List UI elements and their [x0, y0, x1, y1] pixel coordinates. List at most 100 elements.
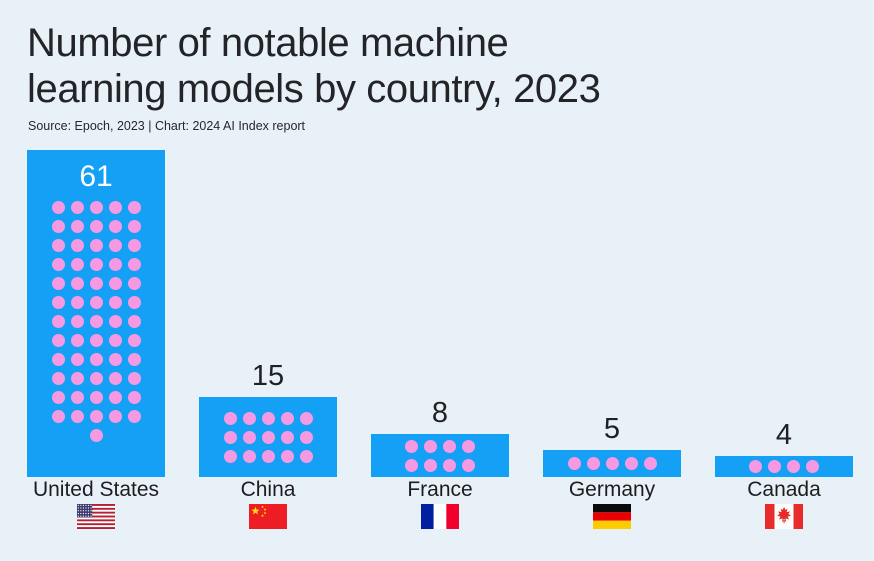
model-dot	[70, 239, 84, 252]
cn-flag-icon	[249, 504, 287, 529]
model-dot	[108, 277, 122, 290]
chart-title: Number of notable machine learning model…	[27, 20, 601, 112]
value-label-de: 5	[603, 413, 621, 445]
dot-grid-ca	[749, 460, 819, 473]
model-dot	[108, 239, 122, 252]
model-dot	[806, 460, 819, 473]
model-dot	[70, 258, 84, 271]
model-dot	[223, 449, 237, 463]
model-dot	[127, 334, 141, 347]
model-dot	[127, 315, 141, 328]
dot-row	[51, 334, 141, 347]
model-dot	[70, 201, 84, 214]
bar-cn	[199, 397, 337, 477]
model-dot	[405, 439, 418, 453]
model-dot	[242, 411, 256, 425]
model-dot	[51, 334, 65, 347]
model-dot	[70, 372, 84, 385]
dot-row	[51, 410, 141, 423]
model-dot	[70, 315, 84, 328]
model-dot	[108, 296, 122, 309]
model-dot	[749, 460, 762, 473]
model-dot	[127, 277, 141, 290]
model-dot	[127, 258, 141, 271]
model-dot	[768, 460, 781, 473]
model-dot	[108, 410, 122, 423]
model-dot	[70, 391, 84, 404]
model-dot	[127, 201, 141, 214]
chart-title-line-1: Number of notable machine	[27, 21, 509, 65]
dot-row	[567, 457, 657, 470]
model-dot	[89, 353, 103, 366]
country-label-cn: China	[240, 478, 296, 501]
dot-row	[223, 449, 313, 463]
dot-row	[51, 239, 141, 252]
bar-ca	[715, 456, 853, 477]
model-dot	[261, 411, 275, 425]
model-dot	[424, 458, 437, 472]
model-dot	[586, 457, 600, 470]
value-label-us: 61	[79, 160, 113, 193]
model-dot	[567, 457, 581, 470]
model-dot	[51, 410, 65, 423]
dot-row	[405, 458, 475, 472]
dot-grid-us	[51, 201, 141, 442]
model-dot	[223, 430, 237, 444]
dot-row	[223, 430, 313, 444]
model-dot	[89, 201, 103, 214]
dot-row	[51, 315, 141, 328]
country-label-de: Germany	[568, 478, 656, 501]
dot-grid-cn	[223, 411, 313, 463]
model-dot	[605, 457, 619, 470]
model-dot	[108, 391, 122, 404]
model-dot	[127, 220, 141, 233]
ca-flag-icon	[765, 504, 803, 529]
model-dot	[299, 449, 313, 463]
dot-row	[89, 429, 103, 442]
model-dot	[424, 439, 437, 453]
model-dot	[242, 430, 256, 444]
model-dot	[108, 334, 122, 347]
chart-source-caption: Source: Epoch, 2023 | Chart: 2024 AI Ind…	[28, 119, 306, 133]
model-dot	[299, 411, 313, 425]
model-dot	[242, 449, 256, 463]
model-dot	[51, 353, 65, 366]
dot-row	[51, 258, 141, 271]
model-dot	[643, 457, 657, 470]
model-dot	[127, 372, 141, 385]
dot-row	[405, 439, 475, 453]
model-dot	[89, 410, 103, 423]
model-dot	[89, 239, 103, 252]
model-dot	[70, 277, 84, 290]
model-dot	[89, 391, 103, 404]
model-dot	[108, 372, 122, 385]
model-dot	[624, 457, 638, 470]
model-dot	[51, 220, 65, 233]
country-label-ca: Canada	[747, 478, 821, 501]
model-dot	[261, 430, 275, 444]
dot-row	[51, 201, 141, 214]
value-label-fr: 8	[431, 397, 449, 429]
dot-row	[51, 277, 141, 290]
dot-row	[749, 460, 819, 473]
model-dot	[127, 410, 141, 423]
model-dot	[108, 315, 122, 328]
model-dot	[51, 315, 65, 328]
model-dot	[70, 296, 84, 309]
bar-us: 61	[27, 150, 165, 477]
model-dot	[51, 391, 65, 404]
dot-row	[51, 296, 141, 309]
dot-grid-de	[567, 457, 657, 470]
model-dot	[280, 411, 294, 425]
value-label-ca: 4	[775, 419, 793, 451]
model-dot	[51, 372, 65, 385]
model-dot	[127, 296, 141, 309]
model-dot	[89, 334, 103, 347]
model-dot	[51, 258, 65, 271]
model-dot	[443, 439, 456, 453]
dot-row	[51, 220, 141, 233]
model-dot	[51, 277, 65, 290]
model-dot	[108, 201, 122, 214]
us-flag-icon	[77, 504, 115, 529]
